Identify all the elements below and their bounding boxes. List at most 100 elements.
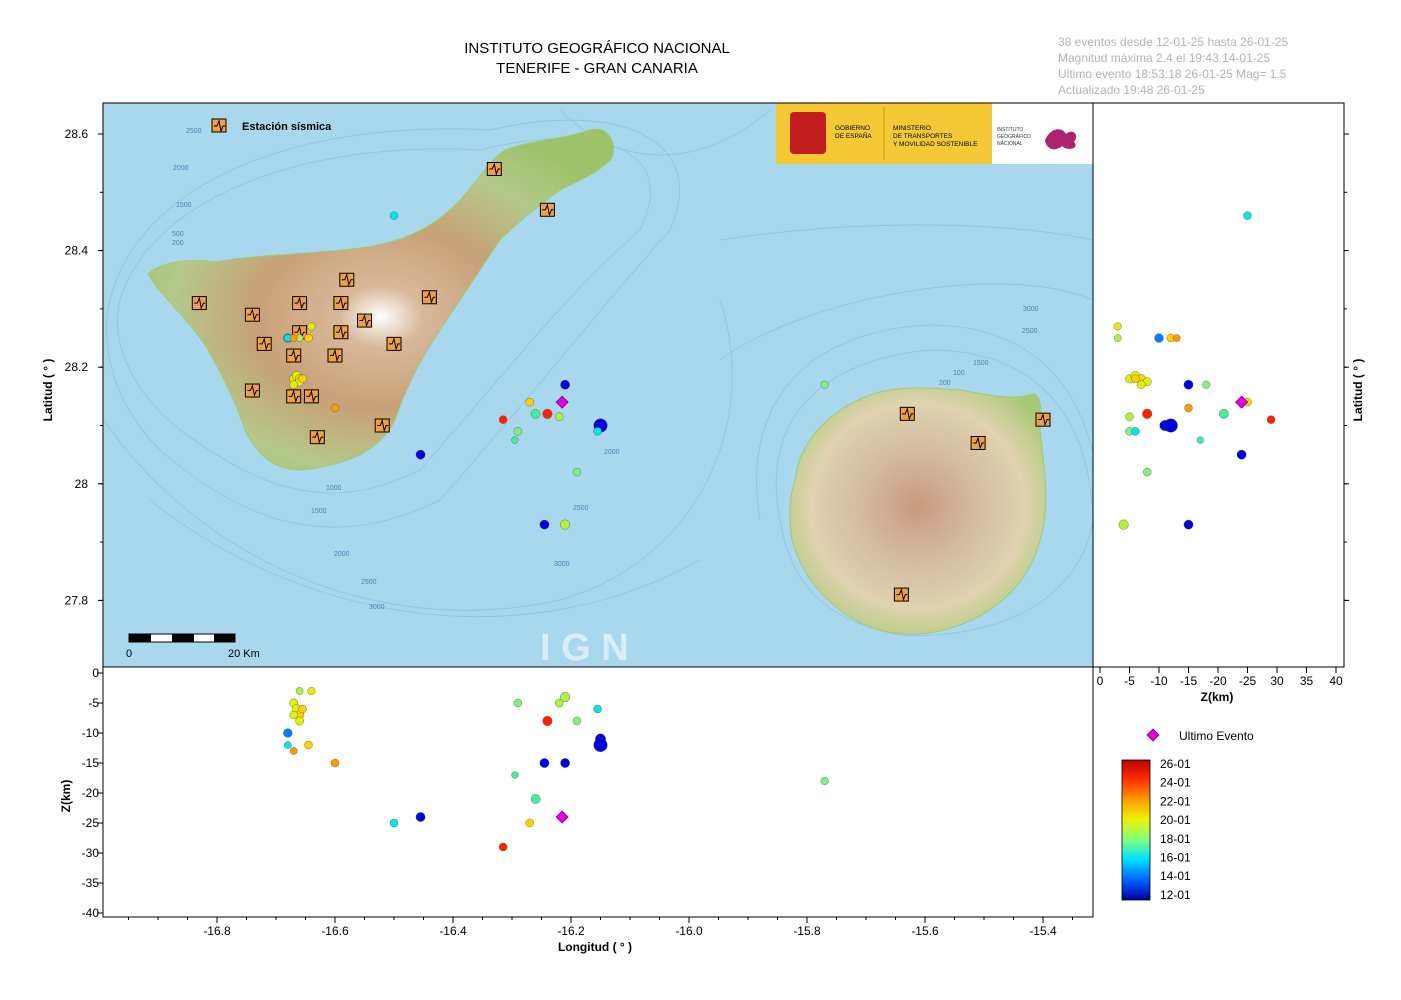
event-point (1236, 449, 1247, 460)
zkm-tick-label: 40 (1329, 674, 1343, 688)
date-colorbar (1121, 759, 1151, 901)
event-point (1243, 211, 1252, 220)
seismic-station-icon (309, 430, 325, 445)
event-point (330, 758, 340, 768)
longitude-tick-label: -16.0 (675, 924, 703, 938)
bathymetry-label: 2500 (1022, 328, 1038, 335)
event-point (560, 519, 571, 530)
seismic-station-icon (899, 406, 915, 421)
event-point (330, 403, 340, 413)
chart-subtitle: TENERIFE - GRAN CANARIA (496, 60, 698, 77)
depth-tick-label: -15 (82, 756, 100, 770)
colorbar-date-label: 14-01 (1160, 869, 1191, 883)
seismic-station-icon (357, 313, 372, 328)
event-point (542, 716, 553, 727)
seismic-station-icon (256, 336, 272, 351)
event-point (298, 704, 307, 714)
event-point (295, 716, 304, 726)
latitude-depth-events (1113, 211, 1276, 530)
longitude-tick-label: -16.6 (321, 924, 349, 938)
latitude-tick-label: 28 (75, 477, 89, 491)
latitude-tick-label: 28.2 (65, 360, 89, 374)
colorbar-labels: 26-01 24-01 22-01 20-01 18-01 16-01 14-01 12-01 (1160, 757, 1191, 902)
bathymetry-label: 2000 (604, 449, 620, 456)
event-point (1196, 436, 1204, 444)
bathymetry-label: 3000 (1023, 306, 1039, 313)
depth-tick-label: -35 (82, 876, 100, 890)
longitude-tick-label: -16.4 (439, 924, 467, 938)
colorbar-date-label: 20-01 (1160, 813, 1191, 827)
bathymetry-contours (103, 109, 1093, 636)
bathymetry-label: 100 (953, 370, 965, 377)
info-event-count: 38 eventos desde 12-01-25 hasta 26-01-25 (1058, 35, 1289, 49)
event-point (389, 818, 399, 828)
bathymetry-label: 200 (172, 240, 184, 247)
seismic-station-icon (333, 325, 349, 340)
longitude-depth-panel (102, 666, 1094, 918)
zkm-tick-label: -20 (1209, 674, 1227, 688)
longitude-depth-events (283, 687, 829, 852)
bathymetry-label: 500 (172, 231, 184, 238)
event-point (1131, 374, 1140, 384)
bathymetry-label: 3000 (369, 604, 385, 611)
event-point (1154, 333, 1164, 343)
event-point (307, 322, 316, 331)
longitude-tick-label: -15.4 (1029, 924, 1057, 938)
ign-brand-icon (1045, 129, 1077, 150)
seismic-station-icon (1035, 412, 1051, 427)
event-point (513, 427, 523, 436)
colorbar-date-label: 22-01 (1160, 794, 1191, 808)
event-point (555, 698, 564, 708)
latitude-tick-label: 28.6 (65, 127, 89, 141)
event-point (1266, 415, 1276, 424)
ign-logo (992, 103, 1093, 164)
longitude-tick-label: -15.8 (793, 924, 821, 938)
bathymetry-label: 2000 (334, 551, 350, 558)
bathymetry-label: 1500 (176, 202, 192, 209)
map-panel: GOBIERNO DE ESPAÑA MINISTERIO DE TRANSPORT… (103, 103, 1093, 667)
event-point (542, 408, 553, 419)
seismic-station-icon (286, 389, 302, 404)
bathymetry-label: 2500 (361, 579, 377, 586)
bathymetry-label: 3000 (554, 561, 570, 568)
seismic-station-icon (292, 296, 308, 311)
event-point (304, 740, 313, 750)
seismic-station-icon (333, 296, 349, 311)
latitude-axis: 28.6 28.4 28.2 28 27.8 (65, 127, 1349, 607)
zkm-axis-label: Z(km) (1201, 690, 1234, 704)
station-legend-label: Estación sísmica (242, 121, 332, 133)
event-point (1125, 412, 1134, 421)
logo-ministerio-line: MINISTERIO DE TRANSPORTES Y MOVILIDAD SOST… (893, 125, 978, 148)
bathymetry-label: 2500 (186, 128, 202, 135)
event-point (289, 334, 298, 342)
event-point (530, 794, 541, 804)
event-point (1219, 409, 1229, 419)
depth-axis-label: Z(km) (59, 780, 73, 813)
event-point (513, 698, 523, 708)
event-point (295, 687, 304, 695)
last-event-legend-label: Ultimo Evento (1179, 729, 1254, 743)
seismic-station-icon (303, 389, 319, 404)
coat-of-arms-icon (790, 112, 826, 154)
logo-ign-line: INSTITUTO GEOGRÁFICO NACIONAL (997, 127, 1031, 147)
event-point (289, 380, 298, 389)
last-event-marker (1235, 395, 1249, 409)
depth-axis-right: 0 -5 -10 -15 -20 -25 30 35 40 (1097, 667, 1343, 688)
seismic-station-icon (386, 336, 402, 351)
event-point (1184, 403, 1193, 413)
last-event-marker (555, 395, 569, 409)
colorbar-date-label: 18-01 (1160, 832, 1191, 846)
event-point (289, 710, 298, 720)
colorbar-date-label: 12-01 (1160, 888, 1191, 902)
latitude-depth-panel (1092, 102, 1345, 668)
event-point (820, 777, 829, 786)
event-point (511, 771, 519, 779)
depth-tick-label: -5 (88, 696, 99, 710)
seismic-station-icon (893, 587, 909, 602)
longitude-axis: -16.8 -16.6 -16.4 -16.2 -16.0 -15.8 -15.6 -15.4 (128, 917, 1073, 938)
event-point (560, 692, 571, 703)
colorbar-date-label: 26-01 (1160, 757, 1191, 771)
event-point (1142, 467, 1152, 477)
longitude-tick-label: -15.6 (911, 924, 939, 938)
